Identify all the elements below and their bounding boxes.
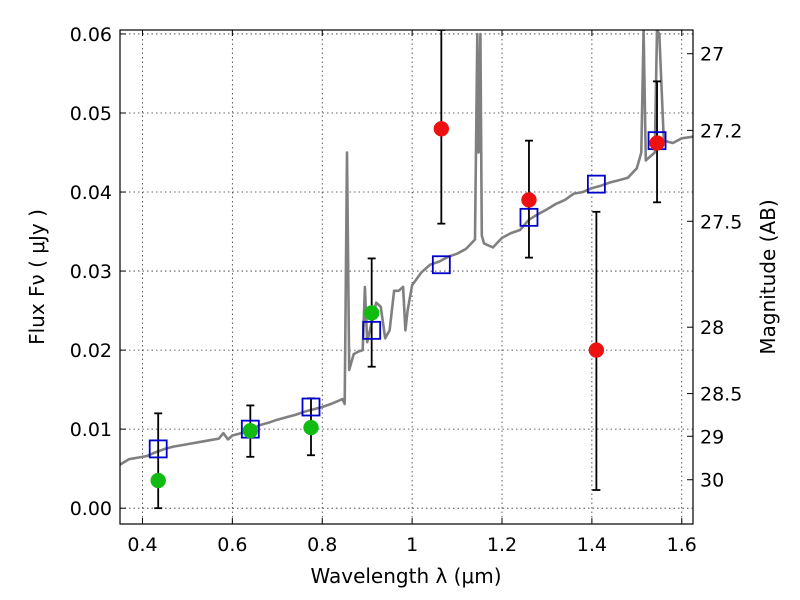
model-spectrum-line bbox=[120, 30, 693, 466]
x-tick-label: 0.6 bbox=[217, 534, 247, 556]
x-tick-label: 1 bbox=[406, 534, 418, 556]
x-axis-ticks: 0.4 0.6 0.8 1 1.2 1.4 1.6 bbox=[127, 30, 697, 556]
x-tick-label: 1.2 bbox=[487, 534, 517, 556]
data-markers bbox=[148, 121, 667, 489]
data-point bbox=[363, 305, 380, 321]
y-tick-label: 0.01 bbox=[70, 419, 112, 441]
x-axis-label: Wavelength λ (μm) bbox=[310, 564, 501, 588]
x-tick-label: 0.8 bbox=[307, 534, 337, 556]
y-axis-label: Flux Fν ( μJy ) bbox=[25, 209, 49, 345]
data-point bbox=[303, 419, 319, 436]
data-point bbox=[433, 121, 450, 137]
right-tick-label: 30 bbox=[700, 470, 724, 492]
model-spectrum bbox=[120, 30, 693, 466]
data-point bbox=[521, 192, 537, 208]
y-tick-label: 0.06 bbox=[70, 24, 112, 46]
data-point bbox=[150, 472, 166, 489]
y-tick-label: 0.04 bbox=[70, 182, 112, 204]
plot-frame bbox=[119, 29, 694, 525]
model-point-square bbox=[431, 255, 451, 275]
right-axis-label: Magnitude (AB) bbox=[756, 199, 780, 354]
data-point bbox=[242, 422, 259, 439]
model-point-square bbox=[301, 397, 321, 417]
right-axis-ticks: 27 27.2 27.5 28 28.5 29 30 bbox=[687, 44, 742, 492]
right-tick-label: 27.5 bbox=[700, 211, 742, 233]
y-tick-label: 0.05 bbox=[70, 103, 112, 125]
y-tick-label: 0.00 bbox=[70, 498, 112, 520]
x-tick-label: 1.4 bbox=[577, 534, 607, 556]
y-tick-label: 0.02 bbox=[70, 340, 112, 362]
right-tick-label: 28 bbox=[700, 317, 724, 339]
x-tick-label: 0.4 bbox=[127, 534, 157, 556]
right-tick-label: 27 bbox=[700, 44, 724, 66]
data-point bbox=[588, 342, 605, 358]
y-tick-label: 0.03 bbox=[70, 261, 112, 283]
data-point bbox=[649, 135, 665, 151]
model-point-square bbox=[586, 174, 606, 194]
model-point-square bbox=[519, 207, 539, 227]
right-tick-label: 28.5 bbox=[700, 384, 742, 406]
right-tick-label: 29 bbox=[700, 426, 724, 448]
right-tick-label: 27.2 bbox=[700, 120, 742, 142]
model-point-square bbox=[362, 320, 382, 340]
model-point-square bbox=[148, 439, 168, 459]
y-axis-ticks: 0.00 0.01 0.02 0.03 0.04 0.05 0.06 bbox=[70, 24, 126, 520]
plot-background bbox=[120, 30, 693, 524]
x-tick-label: 1.6 bbox=[667, 534, 697, 556]
